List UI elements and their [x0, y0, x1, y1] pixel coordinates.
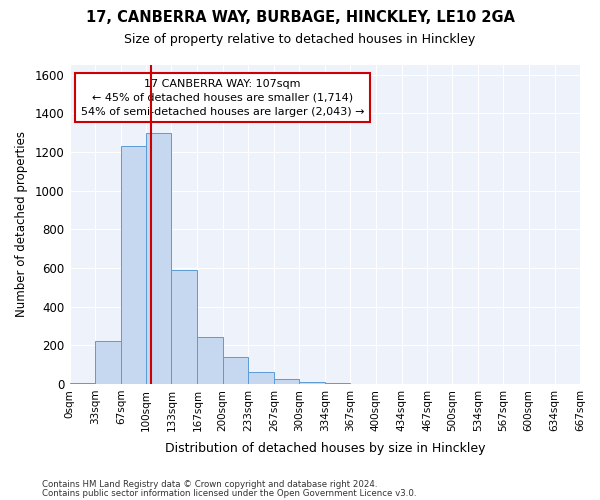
Text: Size of property relative to detached houses in Hinckley: Size of property relative to detached ho…	[124, 32, 476, 46]
Text: Contains HM Land Registry data © Crown copyright and database right 2024.: Contains HM Land Registry data © Crown c…	[42, 480, 377, 489]
Bar	[146, 132, 172, 384]
Text: 17 CANBERRA WAY: 107sqm
← 45% of detached houses are smaller (1,714)
54% of semi: 17 CANBERRA WAY: 107sqm ← 45% of detache…	[81, 78, 364, 116]
Bar	[325, 383, 350, 384]
X-axis label: Distribution of detached houses by size in Hinckley: Distribution of detached houses by size …	[164, 442, 485, 455]
Bar	[248, 372, 274, 384]
Bar	[223, 357, 248, 384]
Bar	[70, 383, 95, 384]
Text: 17, CANBERRA WAY, BURBAGE, HINCKLEY, LE10 2GA: 17, CANBERRA WAY, BURBAGE, HINCKLEY, LE1…	[86, 10, 515, 25]
Bar	[274, 379, 299, 384]
Bar	[197, 336, 223, 384]
Bar	[299, 382, 325, 384]
Bar	[121, 146, 146, 384]
Text: Contains public sector information licensed under the Open Government Licence v3: Contains public sector information licen…	[42, 488, 416, 498]
Bar	[95, 342, 121, 384]
Y-axis label: Number of detached properties: Number of detached properties	[15, 132, 28, 318]
Bar	[172, 270, 197, 384]
